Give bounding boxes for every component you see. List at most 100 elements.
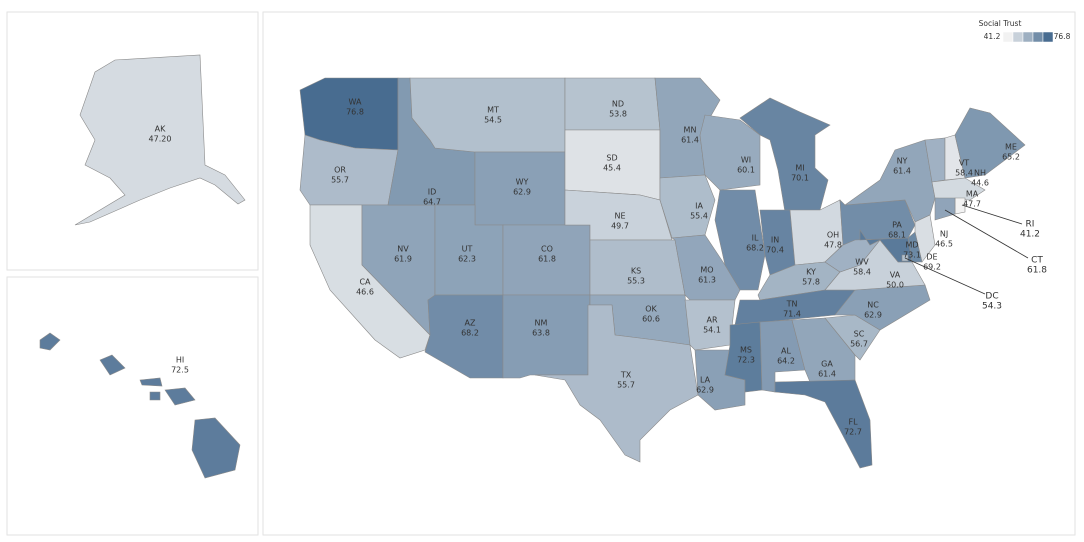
state-value: 61.3 bbox=[698, 276, 716, 285]
state-shape bbox=[164, 387, 196, 406]
state-value: 54.3 bbox=[982, 302, 1002, 312]
state-abbr: IN bbox=[771, 236, 779, 245]
legend-swatch bbox=[1012, 31, 1024, 43]
state-abbr: NC bbox=[867, 301, 879, 310]
state-value: 56.7 bbox=[850, 340, 868, 349]
state-value: 55.4 bbox=[690, 212, 708, 221]
state-shape bbox=[774, 379, 873, 469]
state-value: 62.9 bbox=[513, 188, 531, 197]
state-abbr: CA bbox=[359, 278, 371, 287]
state-abbr: MT bbox=[487, 106, 499, 115]
state-abbr: MI bbox=[795, 164, 804, 173]
state-abbr: GA bbox=[821, 360, 833, 369]
state-value: 70.1 bbox=[791, 174, 809, 183]
state-abbr: ID bbox=[428, 188, 437, 197]
state-abbr: OH bbox=[827, 231, 839, 240]
state-value: 72.7 bbox=[844, 428, 862, 437]
legend-swatch bbox=[1032, 31, 1044, 43]
state-abbr: DC bbox=[985, 292, 998, 302]
state-abbr: AK bbox=[155, 125, 166, 134]
alaska-panel bbox=[6, 11, 259, 271]
state-value: 71.4 bbox=[783, 310, 801, 319]
state-abbr: WY bbox=[516, 178, 529, 187]
state-value: 68.2 bbox=[746, 244, 764, 253]
state-value: 57.8 bbox=[802, 278, 820, 287]
state-abbr: VA bbox=[890, 271, 901, 280]
state-value: 46.5 bbox=[935, 240, 953, 249]
state-abbr: KY bbox=[806, 268, 816, 277]
state-abbr: UT bbox=[462, 245, 473, 254]
state-abbr: MN bbox=[684, 126, 697, 135]
states bbox=[39, 54, 1026, 479]
state-value: 54.1 bbox=[703, 326, 721, 335]
state-abbr: RI bbox=[1026, 220, 1035, 230]
state-value: 69.2 bbox=[923, 263, 941, 272]
leader-line bbox=[944, 209, 1029, 259]
state-value: 60.6 bbox=[642, 315, 660, 324]
state-value: 63.8 bbox=[532, 329, 550, 338]
state-labels: WA76.8OR55.7CA46.6NV61.9ID64.7MT54.5WY62… bbox=[149, 98, 1048, 437]
state-abbr: MS bbox=[740, 346, 752, 355]
main-panel bbox=[262, 11, 1076, 536]
legend-title: Social Trust bbox=[979, 19, 1022, 28]
state-shape bbox=[714, 189, 766, 291]
state-value: 64.7 bbox=[423, 198, 441, 207]
state-shape bbox=[139, 377, 163, 387]
state-abbr: VT bbox=[959, 159, 969, 168]
state-value: 53.8 bbox=[609, 110, 627, 119]
hawaii-panel bbox=[6, 276, 259, 536]
state-value: 61.4 bbox=[818, 370, 836, 379]
state-shape bbox=[931, 177, 986, 201]
state-abbr: OR bbox=[334, 166, 346, 175]
state-value: 61.4 bbox=[893, 167, 911, 176]
state-abbr: NV bbox=[397, 245, 409, 254]
state-abbr: MO bbox=[700, 266, 713, 275]
state-shape bbox=[824, 314, 881, 361]
state-abbr: NE bbox=[614, 212, 625, 221]
state-value: 41.2 bbox=[1020, 230, 1040, 240]
state-value: 64.2 bbox=[777, 357, 795, 366]
state-shape bbox=[699, 114, 761, 191]
state-abbr: DE bbox=[926, 253, 937, 262]
state-value: 68.1 bbox=[888, 231, 906, 240]
state-shape bbox=[934, 197, 956, 221]
state-abbr: NH bbox=[974, 169, 986, 178]
state-abbr: ND bbox=[612, 100, 624, 109]
legend-swatch bbox=[1022, 31, 1034, 43]
state-shape bbox=[859, 229, 913, 263]
state-abbr: TX bbox=[620, 371, 632, 380]
state-shape bbox=[39, 332, 61, 351]
state-value: 58.4 bbox=[955, 169, 973, 178]
state-value: 47.20 bbox=[149, 135, 172, 144]
state-abbr: PA bbox=[892, 221, 902, 230]
state-value: 72.5 bbox=[171, 366, 189, 375]
state-abbr: NJ bbox=[940, 230, 948, 239]
leader-line bbox=[961, 204, 1023, 225]
state-value: 61.9 bbox=[394, 255, 412, 264]
state-abbr: LA bbox=[700, 376, 711, 385]
state-value: 47.7 bbox=[963, 200, 981, 209]
state-value: 76.8 bbox=[346, 108, 364, 117]
state-abbr: HI bbox=[176, 356, 184, 365]
state-value: 70.4 bbox=[766, 246, 784, 255]
state-abbr: AZ bbox=[465, 319, 476, 328]
state-value: 55.7 bbox=[331, 176, 349, 185]
state-value: 44.6 bbox=[971, 179, 989, 188]
state-value: 65.2 bbox=[1002, 153, 1020, 162]
state-value: 61.8 bbox=[538, 255, 556, 264]
state-abbr: WV bbox=[855, 258, 869, 267]
state-abbr: NM bbox=[535, 319, 548, 328]
state-shape bbox=[74, 54, 246, 226]
leader-line bbox=[904, 257, 986, 295]
legend-min: 41.2 bbox=[984, 32, 1001, 41]
state-shape bbox=[914, 214, 936, 263]
state-abbr: SC bbox=[854, 330, 865, 339]
state-value: 47.8 bbox=[824, 241, 842, 250]
state-value: 62.9 bbox=[696, 386, 714, 395]
state-abbr: ME bbox=[1005, 143, 1017, 152]
state-shape bbox=[534, 304, 699, 463]
state-shape bbox=[684, 299, 736, 351]
state-abbr: MD bbox=[905, 241, 918, 250]
state-value: 62.3 bbox=[458, 255, 476, 264]
